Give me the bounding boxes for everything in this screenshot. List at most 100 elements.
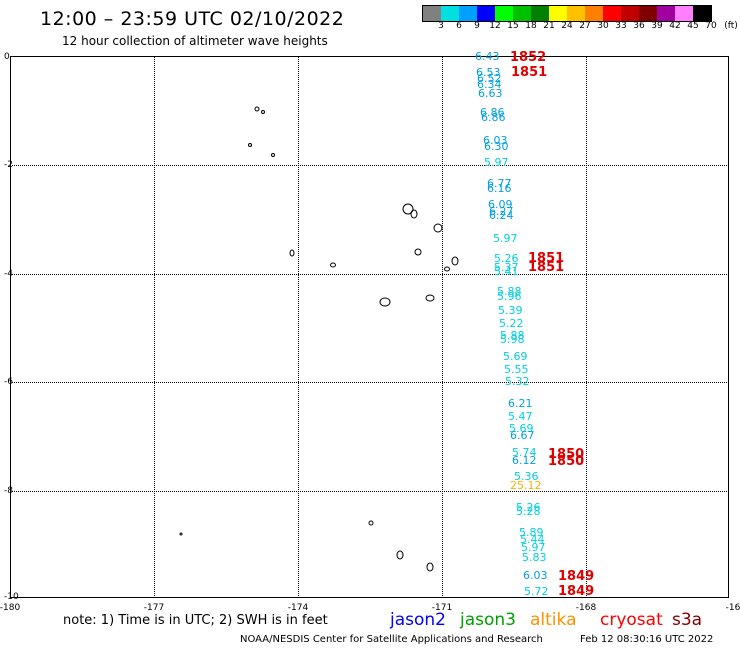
wave-height-label: 6.53 xyxy=(476,66,501,79)
legend-label: 33 xyxy=(615,21,627,31)
wave-height-label: 5.41 xyxy=(494,265,519,278)
legend-swatch xyxy=(603,6,621,21)
latitude-label: -2 xyxy=(4,160,13,170)
wave-height-label: 6.09 xyxy=(488,198,513,211)
legend-label: 3 xyxy=(438,21,444,31)
latitude-label: -8 xyxy=(4,486,13,496)
legend-label: 30 xyxy=(597,21,609,31)
grid-line-horizontal xyxy=(10,165,729,166)
wave-height-label: 6.12 xyxy=(512,454,537,467)
cycle-number-label: 1849 xyxy=(558,569,595,584)
grid-line-vertical xyxy=(442,56,443,598)
island-outline xyxy=(410,209,418,219)
grid-line-horizontal xyxy=(10,382,729,383)
legend-label: 21 xyxy=(543,21,555,31)
wave-height-label: 6.24 xyxy=(489,209,514,222)
wave-height-label: 5.26 xyxy=(516,501,541,514)
legend-label: 45 xyxy=(687,21,699,31)
grid-line-vertical xyxy=(154,56,155,598)
island-outline xyxy=(402,203,414,215)
island-outline xyxy=(330,262,336,268)
wave-height-label: 5.28 xyxy=(516,505,541,518)
wave-height-label: 5.83 xyxy=(522,551,547,564)
legend-label: 36 xyxy=(633,21,645,31)
footer-note: note: 1) Time is in UTC; 2) SWH is in fe… xyxy=(63,613,328,628)
legend-swatch xyxy=(657,6,675,21)
legend-swatch xyxy=(477,6,495,21)
legend-swatch xyxy=(585,6,603,21)
wave-height-label: 6.03 xyxy=(483,134,508,147)
page-subtitle: 12 hour collection of altimeter wave hei… xyxy=(62,34,328,48)
satellite-legend-altika: altika xyxy=(530,610,577,630)
legend-swatch xyxy=(693,6,711,21)
wave-height-label: 6.21 xyxy=(508,397,533,410)
wave-height-label: 6.77 xyxy=(487,177,512,190)
wave-height-label: 5.97 xyxy=(484,156,509,169)
wave-height-label: 5.36 xyxy=(514,470,539,483)
legend-label: 39 xyxy=(651,21,663,31)
wave-height-label: 5.39 xyxy=(498,304,523,317)
longitude-label: -16 xyxy=(725,603,740,613)
island-outline xyxy=(433,223,443,233)
island-outline xyxy=(379,297,391,307)
longitude-label: -177 xyxy=(143,603,165,613)
wave-height-label: 6.43 xyxy=(475,50,500,63)
wave-height-label: 6.34 xyxy=(477,78,502,91)
legend-swatch xyxy=(459,6,477,21)
satellite-legend-cryosat: cryosat xyxy=(600,610,663,630)
legend-swatch xyxy=(495,6,513,21)
credit-line: NOAA/NESDIS Center for Satellite Applica… xyxy=(240,634,543,645)
wave-height-label: 5.97 xyxy=(493,232,518,245)
wave-height-label: 5.88 xyxy=(500,329,525,342)
wave-height-label: 6.86 xyxy=(480,106,505,119)
island-outline xyxy=(414,248,422,256)
wave-height-label: 5.72 xyxy=(524,585,549,598)
wave-height-label: 5.98 xyxy=(500,333,525,346)
longitude-label: -174 xyxy=(287,603,309,613)
wave-height-label: 5.88 xyxy=(497,285,522,298)
latitude-label: 0 xyxy=(4,52,10,62)
map-frame xyxy=(10,56,729,598)
legend-swatch xyxy=(549,6,567,21)
wave-height-label: 5.55 xyxy=(504,363,529,376)
legend-label: 18 xyxy=(525,21,537,31)
longitude-label: -168 xyxy=(575,603,597,613)
island-outline xyxy=(396,550,404,560)
satellite-legend-jason3: jason3 xyxy=(460,610,516,630)
longitude-label: -171 xyxy=(431,603,453,613)
wave-height-label: 6.63 xyxy=(478,87,503,100)
latitude-label: -10 xyxy=(4,592,19,602)
wave-height-label: 5.69 xyxy=(509,422,534,435)
grid-line-vertical xyxy=(298,56,299,598)
island-outline xyxy=(426,562,434,572)
wave-height-label: 6.27 xyxy=(489,205,514,218)
legend-swatch xyxy=(423,6,441,21)
wave-height-label: 6.52 xyxy=(477,72,502,85)
longitude-label: -180 xyxy=(0,603,21,613)
generation-timestamp: Feb 12 08:30:16 UTC 2022 xyxy=(580,634,714,645)
wave-height-label: 5.96 xyxy=(497,290,522,303)
wave-height-label: 5.47 xyxy=(508,410,533,423)
island-outline xyxy=(179,532,183,536)
legend-label: 9 xyxy=(474,21,480,31)
island-outline xyxy=(289,249,295,257)
satellite-legend-s3a: s3a xyxy=(672,610,703,630)
wave-height-label: 5.97 xyxy=(521,541,546,554)
legend-label: 12 xyxy=(489,21,501,31)
legend-swatch xyxy=(675,6,693,21)
island-outline xyxy=(425,294,435,302)
wave-height-label: 5.26 xyxy=(494,252,519,265)
legend-label: 27 xyxy=(579,21,591,31)
wave-height-label: 5.22 xyxy=(499,317,524,330)
island-outline xyxy=(261,110,265,114)
legend-label: 42 xyxy=(669,21,681,31)
wave-height-label: 5.37 xyxy=(494,261,519,274)
latitude-label: -4 xyxy=(4,269,13,279)
island-outline xyxy=(271,153,275,157)
wave-height-label: 5.74 xyxy=(512,446,537,459)
legend-swatch xyxy=(531,6,549,21)
cycle-number-label: 1851 xyxy=(528,260,565,275)
wave-height-label: 6.67 xyxy=(510,429,535,442)
legend-label: 6 xyxy=(456,21,462,31)
